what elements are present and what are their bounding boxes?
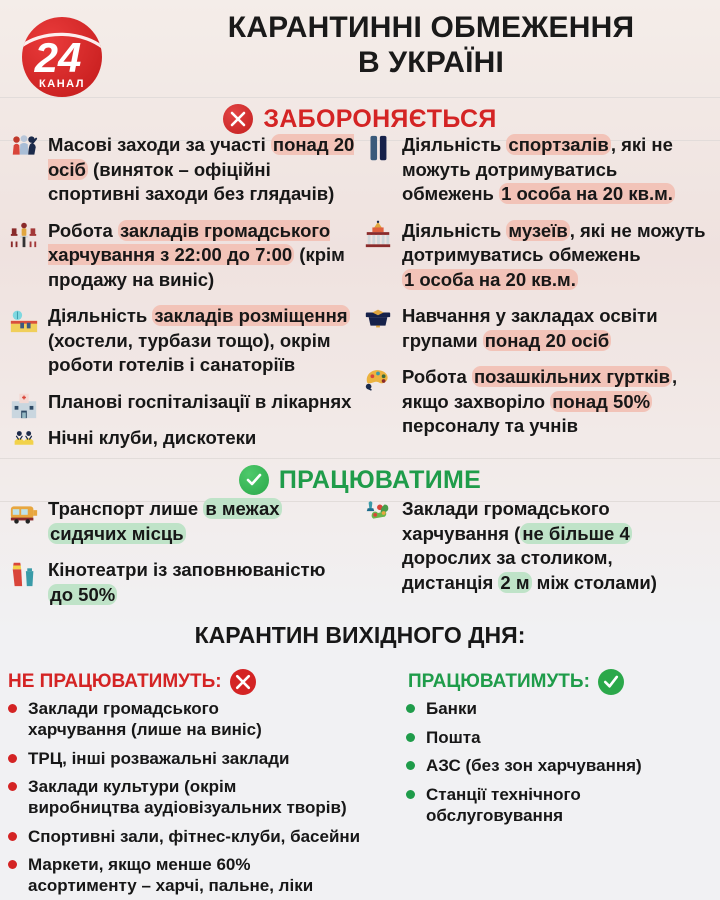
svg-text:КАНАЛ: КАНАЛ xyxy=(39,78,85,90)
svg-text:24: 24 xyxy=(34,34,82,81)
